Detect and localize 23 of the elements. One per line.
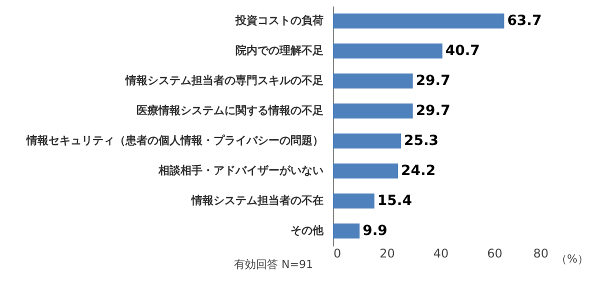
y-tick-label: 情報システム担当者の不在 bbox=[190, 194, 324, 207]
y-tick-label: 情報システム担当者の専門スキルの不足 bbox=[124, 74, 324, 87]
x-tick-label: 60 bbox=[487, 246, 502, 260]
data-label: 29.7 bbox=[416, 73, 450, 89]
y-tick-label: 相談相手・アドバイザーがいない bbox=[158, 164, 324, 177]
x-tick-label: 0 bbox=[334, 246, 342, 260]
x-axis-title: （%） bbox=[556, 252, 588, 266]
y-tick-label: 情報セキュリティ（患者の個人情報・プライバシーの問題） bbox=[26, 134, 324, 147]
text: 有効回答 N=91 bbox=[234, 258, 313, 271]
y-tick-label: 医療情報システムに関する情報の不足 bbox=[136, 104, 324, 117]
data-label: 25.3 bbox=[404, 133, 439, 149]
x-tick-label: 40 bbox=[433, 246, 449, 260]
data-label: 63.7 bbox=[507, 13, 542, 29]
y-tick-label: 院内での理解不足 bbox=[236, 44, 324, 57]
y-tick-label: その他 bbox=[290, 224, 324, 237]
data-label: 29.7 bbox=[416, 103, 450, 119]
data-label: 15.4 bbox=[377, 193, 412, 209]
y-tick-label: 投資コストの負荷 bbox=[234, 14, 324, 27]
data-label: 40.7 bbox=[445, 43, 480, 59]
data-label: 9.9 bbox=[362, 223, 388, 239]
x-tick-label: 20 bbox=[380, 246, 395, 260]
x-tick-label: 80 bbox=[533, 246, 548, 260]
data-label: 24.2 bbox=[401, 163, 436, 179]
